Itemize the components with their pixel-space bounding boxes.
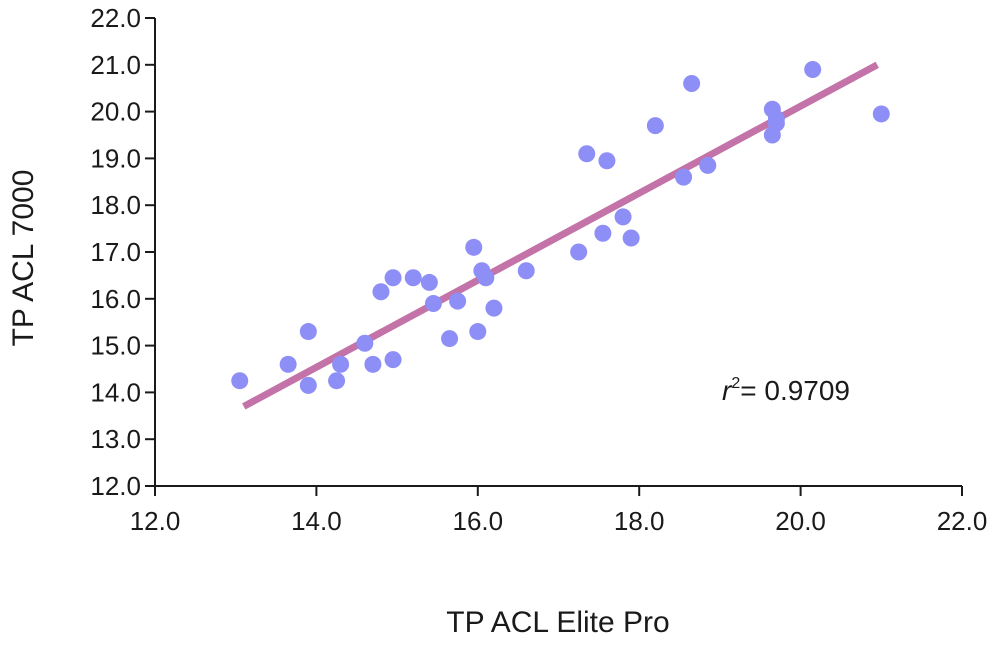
x-tick-label: 14.0 bbox=[291, 506, 342, 536]
data-point bbox=[372, 283, 390, 301]
y-tick-label: 19.0 bbox=[90, 143, 141, 173]
y-tick-label: 22.0 bbox=[90, 3, 141, 33]
data-point bbox=[299, 323, 317, 341]
r-squared-annotation: r2= 0.9709 bbox=[722, 375, 850, 406]
data-point bbox=[424, 294, 442, 312]
data-point bbox=[517, 262, 535, 280]
data-point bbox=[465, 238, 483, 256]
y-tick-label: 18.0 bbox=[90, 190, 141, 220]
x-tick-label: 20.0 bbox=[775, 506, 826, 536]
r-symbol: r bbox=[722, 375, 733, 406]
data-point bbox=[598, 152, 616, 170]
x-tick-label: 16.0 bbox=[452, 506, 503, 536]
data-point bbox=[699, 156, 717, 174]
data-point bbox=[872, 105, 890, 123]
y-tick-label: 12.0 bbox=[90, 471, 141, 501]
y-axis: 12.0 13.0 14.0 15.0 16.0 17.0 18.0 19.0 20.0 21.0… bbox=[90, 3, 156, 501]
data-point bbox=[384, 351, 402, 369]
data-point bbox=[767, 110, 785, 128]
y-tick-label: 20.0 bbox=[90, 97, 141, 127]
r-squared-value: = 0.9709 bbox=[740, 375, 850, 406]
y-tick-label: 17.0 bbox=[90, 237, 141, 267]
data-point bbox=[594, 224, 612, 242]
data-point bbox=[332, 355, 350, 373]
data-point bbox=[469, 323, 487, 341]
data-point bbox=[299, 376, 317, 394]
y-tick-label: 14.0 bbox=[90, 377, 141, 407]
data-point bbox=[279, 355, 297, 373]
data-point bbox=[578, 145, 596, 163]
y-tick-label: 13.0 bbox=[90, 424, 141, 454]
data-point bbox=[477, 269, 495, 287]
data-point bbox=[614, 208, 632, 226]
x-tick-label: 18.0 bbox=[614, 506, 665, 536]
data-point bbox=[420, 273, 438, 291]
y-tick-label: 16.0 bbox=[90, 284, 141, 314]
y-tick-label: 15.0 bbox=[90, 331, 141, 361]
y-axis-title: TP ACL 7000 bbox=[7, 170, 40, 347]
data-point bbox=[485, 299, 503, 317]
data-point bbox=[384, 269, 402, 287]
data-point bbox=[231, 372, 249, 390]
data-point bbox=[646, 117, 664, 135]
data-point bbox=[683, 75, 701, 93]
data-point bbox=[449, 292, 467, 310]
r-superscript: 2 bbox=[731, 375, 740, 392]
data-point bbox=[328, 372, 346, 390]
data-point bbox=[570, 243, 588, 261]
data-point bbox=[404, 269, 422, 287]
data-point bbox=[622, 229, 640, 247]
y-tick-label: 21.0 bbox=[90, 50, 141, 80]
data-point bbox=[356, 334, 374, 352]
x-axis-title: TP ACL Elite Pro bbox=[446, 606, 669, 639]
x-axis: 12.0 14.0 16.0 18.0 20.0 22.0 bbox=[130, 485, 988, 536]
data-point bbox=[441, 330, 459, 348]
data-point bbox=[364, 355, 382, 373]
x-tick-label: 22.0 bbox=[937, 506, 988, 536]
data-point bbox=[675, 168, 693, 186]
data-points bbox=[231, 60, 890, 394]
data-point bbox=[804, 60, 822, 78]
x-tick-label: 12.0 bbox=[130, 506, 181, 536]
